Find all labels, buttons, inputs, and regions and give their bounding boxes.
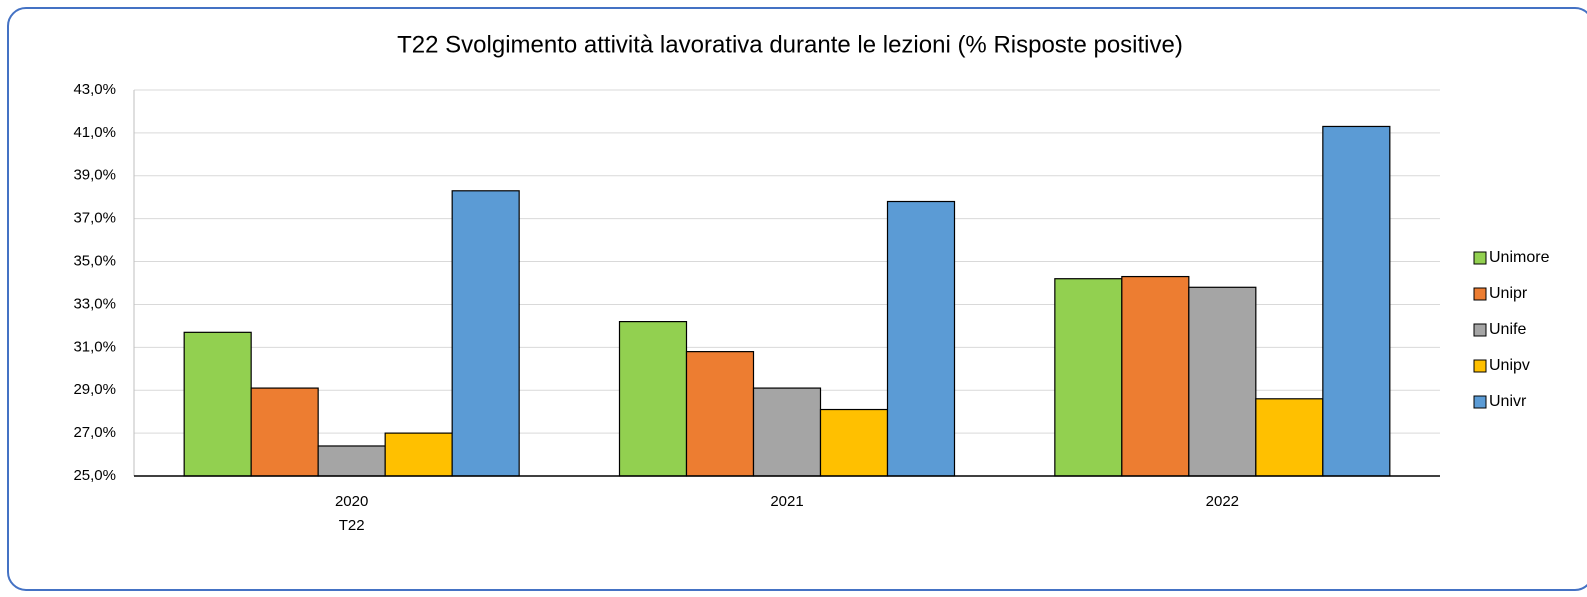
- y-tick-label: 39,0%: [73, 167, 116, 184]
- legend-label: Unife: [1489, 321, 1526, 338]
- bar: [1255, 398, 1324, 477]
- x-tick-label: 2022: [1206, 493, 1239, 510]
- legend-swatch: [1473, 323, 1487, 337]
- bar: [384, 432, 453, 477]
- legend-swatch: [1473, 251, 1487, 265]
- legend-swatch: [1473, 359, 1487, 373]
- y-tick-label: 35,0%: [73, 253, 116, 270]
- y-tick-label: 31,0%: [73, 338, 116, 355]
- legend-label: Univr: [1489, 393, 1527, 410]
- bar: [685, 351, 755, 477]
- legend-label: Unipv: [1489, 357, 1530, 374]
- y-tick-label: 33,0%: [73, 295, 116, 312]
- chart-title: T22 Svolgimento attività lavorativa dura…: [397, 31, 1183, 58]
- bar: [819, 408, 889, 477]
- x-group-label: T22: [339, 517, 365, 534]
- y-tick-label: 43,0%: [73, 81, 116, 98]
- bar: [183, 331, 252, 477]
- legend-swatch: [1473, 395, 1487, 409]
- y-tick-label: 29,0%: [73, 381, 116, 398]
- bar: [317, 445, 386, 477]
- legend-label: Unimore: [1489, 249, 1550, 266]
- bar: [1322, 125, 1391, 477]
- legend-swatch: [1473, 287, 1487, 301]
- bar: [1188, 286, 1257, 477]
- x-tick-label: 2020: [335, 493, 368, 510]
- y-tick-label: 37,0%: [73, 210, 116, 227]
- legend-label: Unipr: [1489, 285, 1528, 302]
- bar: [1054, 278, 1123, 477]
- bar: [451, 190, 520, 477]
- bar: [752, 387, 822, 477]
- y-tick-label: 27,0%: [73, 424, 116, 441]
- bar: [250, 387, 319, 477]
- y-tick-label: 25,0%: [73, 467, 116, 484]
- bar: [1121, 275, 1190, 477]
- y-tick-label: 41,0%: [73, 124, 116, 141]
- x-tick-label: 2021: [770, 493, 803, 510]
- bar: [886, 200, 956, 477]
- bar: [618, 321, 688, 477]
